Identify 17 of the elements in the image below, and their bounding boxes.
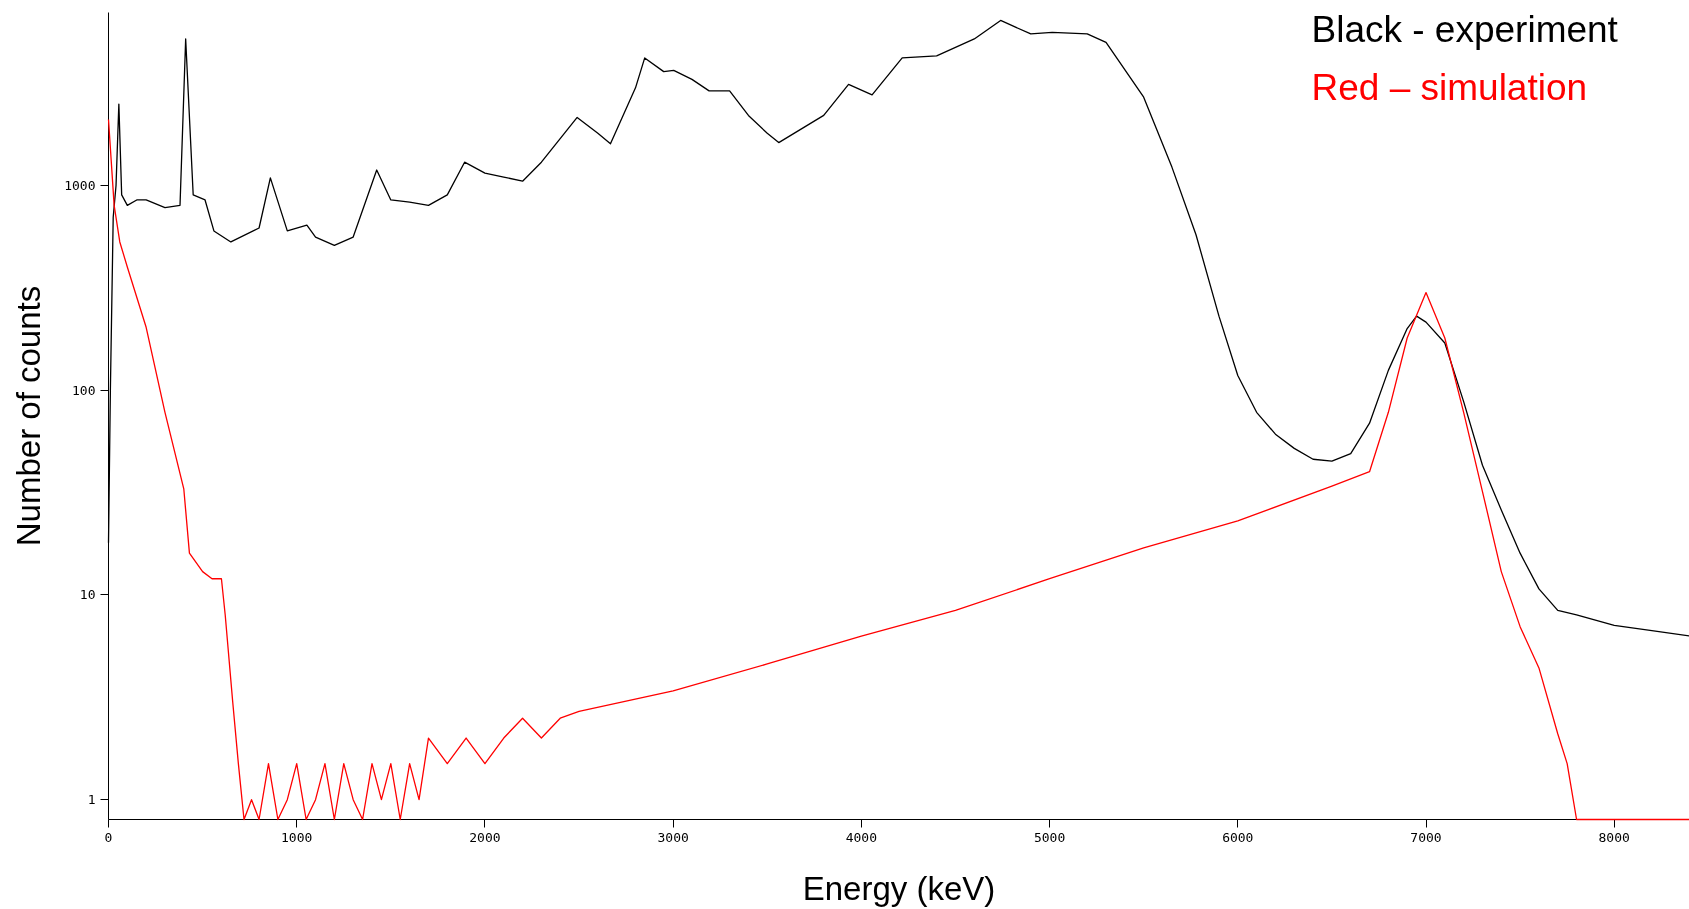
y-tick-label: 100: [72, 382, 96, 398]
y-tick-label: 10: [79, 587, 96, 603]
x-tick-label: 7000: [1410, 829, 1442, 845]
x-tick-label: 4000: [845, 829, 878, 845]
y-tick-label: 1000: [64, 178, 96, 194]
text: Black - experiment: [1311, 9, 1619, 50]
x-axis-title: Energy (keV): [802, 869, 996, 907]
y-axis-title: Number of counts: [10, 285, 48, 547]
x-tick-label: 2000: [469, 829, 501, 845]
x-tick-label: 8000: [1598, 829, 1630, 845]
y-tick-label: 1: [87, 792, 96, 808]
x-tick-label: 0: [104, 829, 113, 845]
x-tick-label: 6000: [1222, 829, 1254, 845]
text: Red – simulation: [1311, 67, 1588, 108]
x-tick-label: 3000: [657, 829, 689, 845]
x-tick-label: 5000: [1033, 829, 1066, 845]
x-tick-label: 1000: [281, 829, 313, 845]
